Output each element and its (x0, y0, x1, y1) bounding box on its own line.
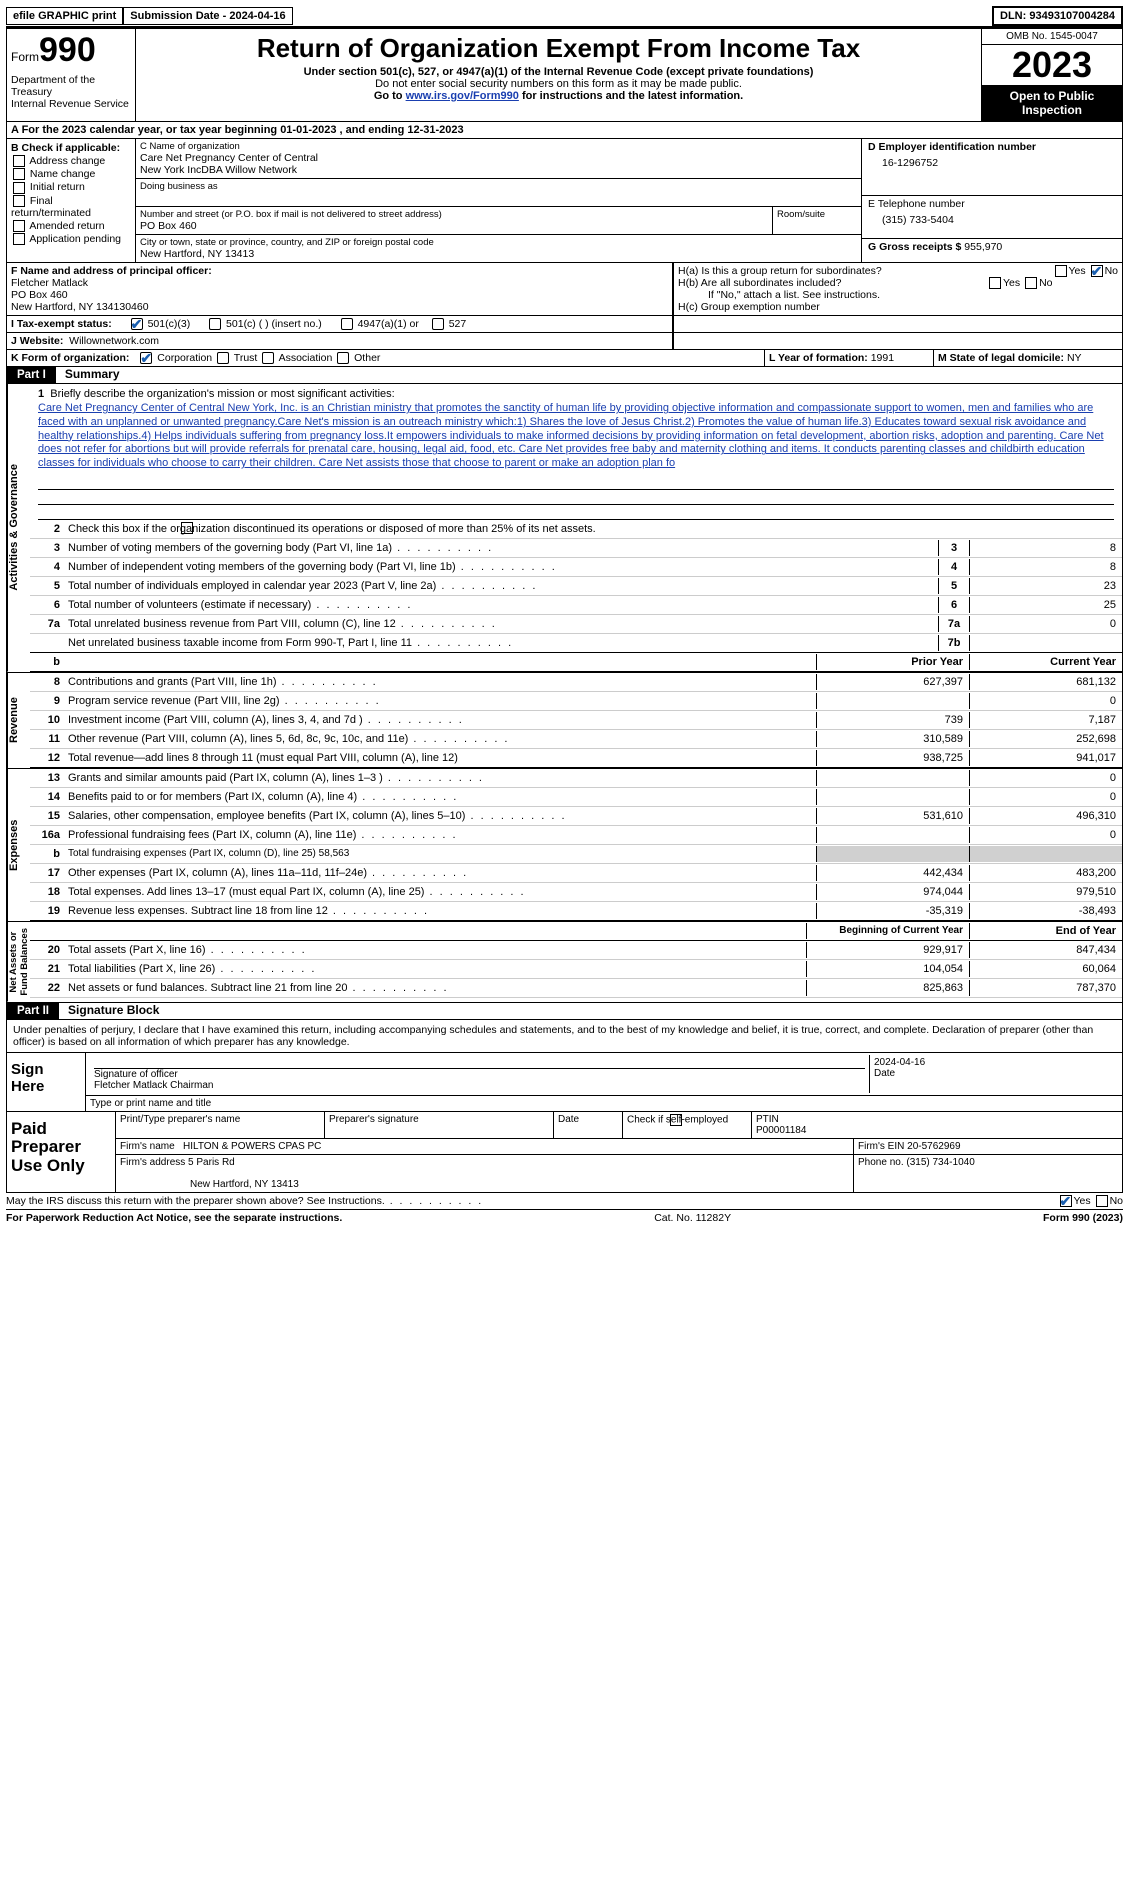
firm-ein: 20-5762969 (907, 1141, 960, 1152)
form-number: Form990 (11, 31, 131, 70)
year-formation: 1991 (871, 352, 894, 364)
irs-link[interactable]: www.irs.gov/Form990 (406, 90, 519, 102)
footer-row: For Paperwork Reduction Act Notice, see … (6, 1209, 1123, 1226)
gross-receipts: 955,970 (964, 241, 1002, 253)
discuss-no-checkbox[interactable] (1096, 1195, 1108, 1207)
501c3-checkbox[interactable] (131, 318, 143, 330)
ha-yes-checkbox[interactable] (1055, 265, 1067, 277)
treasury-dept: Department of the Treasury Internal Reve… (11, 70, 131, 110)
discuss-yes-checkbox[interactable] (1060, 1195, 1072, 1207)
activities-governance-section: Activities & Governance 1 Briefly descri… (6, 384, 1123, 673)
open-to-public: Open to PublicInspection (982, 85, 1122, 121)
row-klm: K Form of organization: Corporation Trus… (6, 350, 1123, 367)
app-pending-checkbox[interactable] (13, 233, 25, 245)
addr-change-checkbox[interactable] (13, 155, 25, 167)
trust-checkbox[interactable] (217, 352, 229, 364)
firm-phone: (315) 734-1040 (906, 1157, 974, 1168)
tax-year: 2023 (982, 45, 1122, 85)
row-i: I Tax-exempt status: 501(c)(3) 501(c) ( … (6, 316, 1123, 333)
website: Willownetwork.com (69, 335, 159, 347)
mission-block: 1 Briefly describe the organization's mi… (30, 384, 1122, 475)
revenue-section: Revenue 8Contributions and grants (Part … (6, 673, 1123, 769)
4947-checkbox[interactable] (341, 318, 353, 330)
dln-box: DLN: 93493107004284 (992, 6, 1123, 26)
ha-no-checkbox[interactable] (1091, 265, 1103, 277)
row-fh: F Name and address of principal officer:… (6, 263, 1123, 316)
paid-preparer-block: Paid Preparer Use Only Print/Type prepar… (6, 1112, 1123, 1193)
line2-checkbox[interactable] (181, 522, 193, 534)
col-b-checkboxes: B Check if applicable: Address change Na… (7, 139, 136, 262)
perjury-statement: Under penalties of perjury, I declare th… (6, 1020, 1123, 1053)
section-bcd: B Check if applicable: Address change Na… (6, 139, 1123, 263)
row-a-period: A For the 2023 calendar year, or tax yea… (6, 122, 1123, 139)
other-checkbox[interactable] (337, 352, 349, 364)
hb-no-checkbox[interactable] (1025, 277, 1037, 289)
row-j: J Website: Willownetwork.com (6, 333, 1123, 350)
efile-label: efile GRAPHIC print (6, 7, 123, 25)
assoc-checkbox[interactable] (262, 352, 274, 364)
omb-number: OMB No. 1545-0047 (982, 29, 1122, 45)
top-bar: efile GRAPHIC print Submission Date - 20… (6, 6, 1123, 28)
firm-name: HILTON & POWERS CPAS PC (183, 1141, 321, 1152)
sign-here-block: Sign Here Signature of officerFletcher M… (6, 1053, 1123, 1112)
form-header: Form990 Department of the Treasury Inter… (6, 28, 1123, 122)
527-checkbox[interactable] (432, 318, 444, 330)
room-suite: Room/suite (772, 207, 861, 234)
corp-checkbox[interactable] (140, 352, 152, 364)
subtitle-1: Under section 501(c), 527, or 4947(a)(1)… (142, 66, 975, 78)
name-change-checkbox[interactable] (13, 168, 25, 180)
submission-date: Submission Date - 2024-04-16 (123, 7, 292, 25)
street-address: PO Box 460 (140, 220, 768, 232)
telephone: (315) 733-5404 (862, 212, 1122, 228)
part-2-header: Part II Signature Block (6, 1003, 1123, 1020)
state-domicile: NY (1067, 352, 1082, 364)
col-d-right: D Employer identification number 16-1296… (861, 139, 1122, 262)
hb-yes-checkbox[interactable] (989, 277, 1001, 289)
501c-checkbox[interactable] (209, 318, 221, 330)
instructions-link-row: Go to www.irs.gov/Form990 for instructio… (142, 90, 975, 102)
net-assets-section: Net Assets or Fund Balances Beginning of… (6, 922, 1123, 1003)
city-state-zip: New Hartford, NY 13413 (140, 248, 857, 260)
expenses-section: Expenses 13Grants and similar amounts pa… (6, 769, 1123, 922)
ptin: P00001184 (756, 1125, 806, 1136)
amended-return-checkbox[interactable] (13, 220, 25, 232)
form-title: Return of Organization Exempt From Incom… (142, 33, 975, 64)
sign-date: 2024-04-16 (874, 1057, 925, 1068)
mission-text[interactable]: Care Net Pregnancy Center of Central New… (38, 402, 1104, 469)
col-c-org-info: C Name of organization Care Net Pregnanc… (136, 139, 861, 262)
cat-no: Cat. No. 11282Y (654, 1212, 731, 1224)
final-return-checkbox[interactable] (13, 195, 25, 207)
part-1-header: Part I Summary (6, 367, 1123, 384)
initial-return-checkbox[interactable] (13, 182, 25, 194)
self-employed-checkbox[interactable] (670, 1114, 682, 1126)
discuss-row: May the IRS discuss this return with the… (6, 1193, 1123, 1209)
ein-value: 16-1296752 (862, 155, 1122, 171)
subtitle-2: Do not enter social security numbers on … (142, 78, 975, 90)
form-year-footer: Form 990 (2023) (1043, 1212, 1123, 1224)
org-name: Care Net Pregnancy Center of CentralNew … (140, 152, 857, 176)
